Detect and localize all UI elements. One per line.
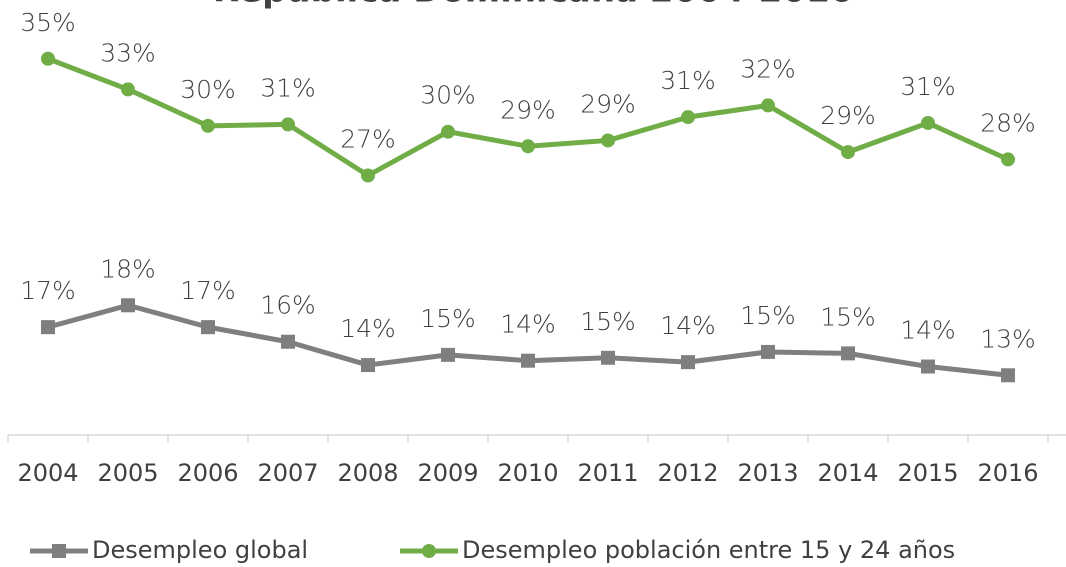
- point: [121, 298, 135, 313]
- data-label: 30%: [420, 81, 476, 110]
- point: [361, 358, 375, 373]
- x-tick-label: 2007: [257, 459, 318, 487]
- data-label: 31%: [260, 73, 316, 102]
- point: [601, 133, 615, 148]
- point: [841, 346, 855, 361]
- x-tick-label: 2011: [577, 459, 638, 487]
- data-label: 15%: [740, 301, 796, 330]
- point: [601, 350, 615, 365]
- point: [681, 110, 695, 125]
- point: [41, 320, 55, 335]
- data-label: 17%: [180, 276, 236, 305]
- data-label: 29%: [580, 89, 636, 118]
- point: [921, 115, 935, 130]
- point: [761, 344, 775, 359]
- legend-marker: [52, 544, 66, 558]
- legend-label: Desempleo global: [92, 536, 308, 564]
- point: [201, 118, 215, 133]
- x-tick-label: 2016: [977, 459, 1038, 487]
- x-tick-label: 2006: [177, 459, 238, 487]
- data-label: 13%: [980, 324, 1036, 353]
- x-tick-label: 2014: [817, 459, 878, 487]
- data-label: 14%: [500, 310, 556, 339]
- x-tick-label: 2004: [17, 459, 78, 487]
- data-label: 29%: [500, 95, 556, 124]
- x-tick-label: 2005: [97, 459, 158, 487]
- x-tick-label: 2012: [657, 459, 718, 487]
- data-label: 31%: [660, 66, 716, 95]
- data-label: 14%: [340, 314, 396, 343]
- point: [41, 51, 55, 66]
- data-label: 15%: [420, 304, 476, 333]
- x-tick-label: 2009: [417, 459, 478, 487]
- data-label: 16%: [260, 291, 316, 320]
- point: [121, 82, 135, 97]
- legend-label: Desempleo población entre 15 y 24 años: [462, 536, 955, 564]
- data-label: 31%: [900, 72, 956, 101]
- point: [281, 334, 295, 349]
- data-label: 14%: [900, 316, 956, 345]
- point: [201, 320, 215, 335]
- x-tick-label: 2013: [737, 459, 798, 487]
- x-tick-label: 2015: [897, 459, 958, 487]
- data-label: 35%: [20, 8, 76, 37]
- point: [441, 347, 455, 362]
- data-label: 17%: [20, 276, 76, 305]
- point: [761, 98, 775, 113]
- x-tick-label: 2010: [497, 459, 558, 487]
- data-label: 15%: [820, 302, 876, 331]
- data-label: 28%: [980, 108, 1036, 137]
- point: [841, 145, 855, 160]
- point: [921, 359, 935, 374]
- data-label: 18%: [100, 254, 156, 283]
- point: [281, 117, 295, 132]
- data-label: 27%: [340, 124, 396, 153]
- point: [521, 353, 535, 368]
- data-label: 30%: [180, 75, 236, 104]
- x-tick-label: 2008: [337, 459, 398, 487]
- data-label: 14%: [660, 311, 716, 340]
- point: [441, 124, 455, 139]
- point: [361, 168, 375, 183]
- data-label: 32%: [740, 54, 796, 83]
- data-label: 33%: [100, 38, 156, 67]
- point: [521, 139, 535, 154]
- point: [681, 355, 695, 370]
- data-label: 15%: [580, 307, 636, 336]
- point: [1001, 152, 1015, 167]
- legend-marker: [422, 544, 436, 558]
- point: [1001, 368, 1015, 383]
- data-label: 29%: [820, 101, 876, 130]
- chart-title: República Dominicana 2004-2016: [213, 0, 853, 11]
